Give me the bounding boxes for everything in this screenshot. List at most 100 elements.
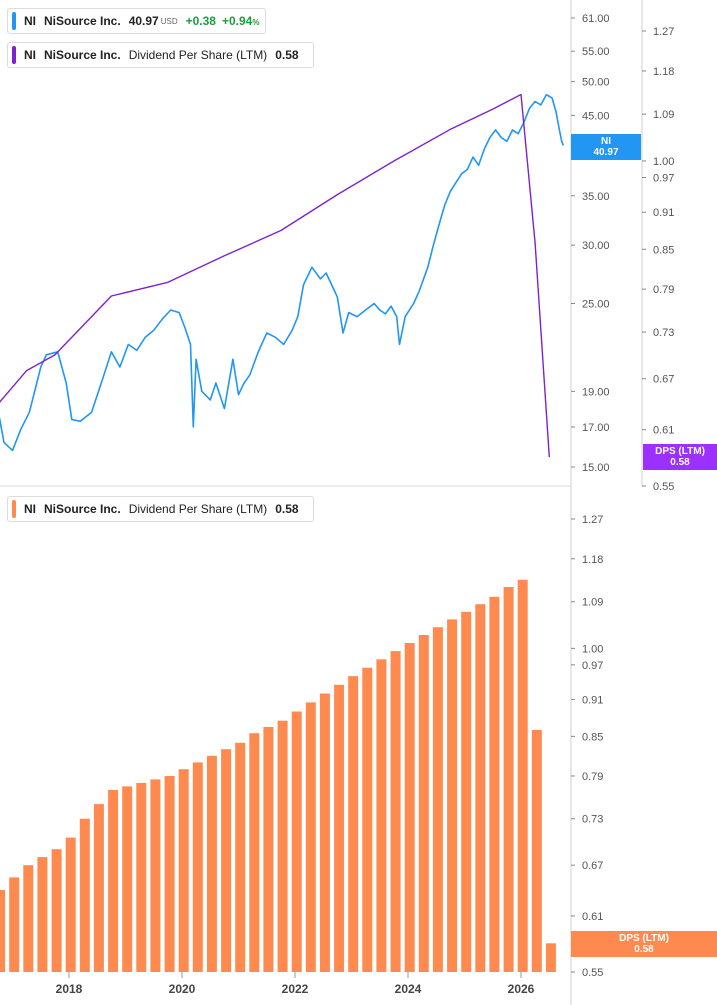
price-axis-tick-label: 55.00 <box>582 46 610 58</box>
bar-axis-tick-label: 1.18 <box>582 554 603 566</box>
dps-bar <box>221 749 232 972</box>
dps-bar <box>249 733 260 972</box>
dps-axis-tick-label: 1.09 <box>653 109 674 121</box>
bar-axis-tick-label: 1.00 <box>582 643 603 655</box>
dps-legend-bottom[interactable]: NI NiSource Inc. Dividend Per Share (LTM… <box>7 496 314 522</box>
dps-bar <box>418 635 429 972</box>
dps-series-line <box>0 93 550 458</box>
dps-badge-top-value: 0.58 <box>670 457 690 468</box>
dps-badge-bottom-label: DPS (LTM) <box>619 933 669 944</box>
price-legend-swatch <box>12 12 16 30</box>
dps-bar <box>503 587 514 972</box>
price-legend-value: 40.97 <box>128 14 159 28</box>
x-axis-tick-label: 2018 <box>56 982 83 996</box>
dps-legend-top-swatch <box>12 46 16 64</box>
price-badge-symbol: NI <box>601 136 611 147</box>
bar-axis-tick-label: 0.73 <box>582 814 603 826</box>
bar-axis-tick-label: 0.97 <box>582 660 603 672</box>
dps-legend-bottom-swatch <box>12 500 16 518</box>
dps-axis-tick-label: 0.55 <box>653 481 674 493</box>
dps-bar <box>348 676 359 972</box>
dps-bar <box>489 596 500 972</box>
x-axis-tick-label: 2022 <box>282 982 309 996</box>
price-axis-tick-label: 17.00 <box>582 422 610 434</box>
dps-bar <box>122 786 133 972</box>
dps-bar <box>319 693 330 972</box>
x-axis-tick-label: 2020 <box>169 982 196 996</box>
bar-axis-tick-label: 0.79 <box>582 771 603 783</box>
dps-legend-bottom-symbol: NI <box>24 502 36 516</box>
dps-bar <box>447 619 458 972</box>
dps-bar <box>9 877 20 972</box>
dps-bar <box>178 769 189 972</box>
price-legend-change: +0.38 <box>185 14 216 28</box>
dps-legend-top[interactable]: NI NiSource Inc. Dividend Per Share (LTM… <box>7 42 314 68</box>
price-legend[interactable]: NI NiSource Inc. 40.97 USD +0.38 +0.94% <box>7 8 267 34</box>
dps-bar <box>79 818 90 972</box>
dps-bar <box>136 782 147 972</box>
dps-axis-tick-label: 1.27 <box>653 26 674 38</box>
dps-legend-top-symbol: NI <box>24 48 36 62</box>
price-badge: NI 40.97 <box>571 134 641 160</box>
dps-legend-bottom-metric: Dividend Per Share (LTM) <box>128 502 268 516</box>
dps-bar <box>517 579 528 972</box>
dps-bar <box>376 659 387 972</box>
dps-legend-bottom-value: 0.58 <box>275 502 299 516</box>
dps-bar <box>93 804 104 972</box>
bar-axis-tick-label: 0.91 <box>582 694 603 706</box>
dps-bar <box>291 711 302 972</box>
dps-bar <box>263 726 274 972</box>
dps-bar-pane <box>0 579 556 972</box>
dps-legend-top-metric: Dividend Per Share (LTM) <box>128 48 268 62</box>
dps-bar <box>235 742 246 972</box>
dps-axis-tick-label: 0.67 <box>653 374 674 386</box>
dps-axis-tick-label: 0.73 <box>653 327 674 339</box>
price-legend-name: NiSource Inc. <box>44 14 121 28</box>
dps-bar <box>432 627 443 972</box>
price-axis-tick-label: 25.00 <box>582 299 610 311</box>
dps-axis-tick-label: 1.00 <box>653 156 674 168</box>
dps-legend-bottom-name: NiSource Inc. <box>44 502 121 516</box>
price-legend-currency: USD <box>160 16 178 26</box>
dps-bar <box>206 755 217 972</box>
price-legend-change-pct: +0.94% <box>221 14 260 28</box>
bar-axis-tick-label: 0.61 <box>582 911 603 923</box>
dps-bar <box>305 702 316 972</box>
bar-axis-tick-label: 0.55 <box>582 967 603 979</box>
bar-axis-tick-label: 1.27 <box>582 514 603 526</box>
dps-legend-top-name: NiSource Inc. <box>44 48 121 62</box>
price-axis-tick-label: 30.00 <box>582 240 610 252</box>
dps-bar <box>334 684 345 972</box>
dps-bar <box>277 720 288 972</box>
dps-bar <box>531 730 542 972</box>
bar-axis-tick-label: 1.09 <box>582 597 603 609</box>
bar-axis-tick-label: 0.67 <box>582 860 603 872</box>
dps-bar <box>150 779 161 972</box>
dps-badge-bottom: DPS (LTM) 0.58 <box>571 931 717 957</box>
dps-bar <box>390 651 401 972</box>
price-axis-tick-label: 19.00 <box>582 386 610 398</box>
dps-bar <box>545 943 556 972</box>
dps-axis-tick-label: 0.79 <box>653 284 674 296</box>
dps-bar <box>192 762 203 972</box>
bar-axis-tick-label: 0.85 <box>582 731 603 743</box>
dps-axis-tick-label: 0.61 <box>653 425 674 437</box>
dps-bar <box>65 837 76 972</box>
dps-badge-bottom-value: 0.58 <box>634 944 654 955</box>
price-series-line <box>0 93 565 452</box>
dps-bar <box>362 667 373 972</box>
price-badge-value: 40.97 <box>593 147 619 158</box>
price-pane <box>0 93 565 458</box>
dps-axis-tick-label: 1.18 <box>653 66 674 78</box>
price-axis-tick-label: 50.00 <box>582 77 610 89</box>
dps-axis-tick-label: 0.85 <box>653 244 674 256</box>
dps-bar <box>37 857 48 972</box>
dps-bar <box>0 890 6 972</box>
x-axis-tick-label: 2026 <box>508 982 535 996</box>
dps-badge-top: DPS (LTM) 0.58 <box>643 444 717 470</box>
dps-bar <box>475 604 486 972</box>
dps-bar <box>51 849 62 972</box>
dps-legend-top-value: 0.58 <box>275 48 299 62</box>
dps-bar <box>108 789 119 972</box>
